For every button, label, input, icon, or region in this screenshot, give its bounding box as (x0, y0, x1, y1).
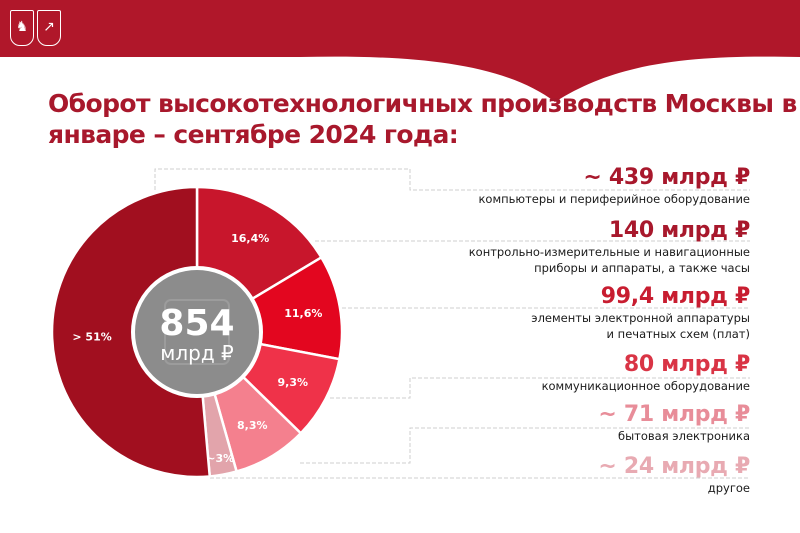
legend-value: ~ 439 млрд ₽ (583, 165, 750, 190)
legend-value: ~ 71 млрд ₽ (598, 402, 750, 427)
statistics-logo: ↗ (37, 10, 61, 46)
legend-value: ~ 24 млрд ₽ (598, 454, 750, 479)
slice-label: 8,3% (237, 419, 268, 432)
page-title: Оборот высокотехнологичных производств М… (48, 89, 797, 149)
center-value: 854 (159, 303, 234, 344)
legend-category: бытовая электроника (617, 429, 750, 443)
slice-label: 11,6% (284, 307, 322, 320)
slice-label: 16,4% (231, 232, 269, 245)
legend-item: 140 млрд ₽ контрольно-измерительные и нав… (468, 218, 751, 276)
connector-lines (154, 168, 750, 479)
legend-category: коммуникационное оборудование (541, 379, 750, 393)
legend-item: ~ 71 млрд ₽ бытовая электроника (598, 402, 750, 444)
legend-category: элементы электронной аппаратуры и печатн… (531, 311, 750, 341)
legend-value: 140 млрд ₽ (608, 218, 750, 243)
chip-icon (164, 299, 230, 365)
moscow-coat-of-arms-logo: ♞ (10, 10, 34, 46)
center-unit: млрд ₽ (160, 341, 234, 365)
slice-label: 9,3% (278, 376, 309, 389)
legend-value: 99,4 млрд ₽ (600, 284, 751, 309)
pie-slice (50, 185, 212, 479)
slice-label: > 51% (72, 331, 111, 344)
legend-value: 80 млрд ₽ (623, 352, 750, 377)
legend-item: ~ 439 млрд ₽ компьютеры и периферийное об… (478, 165, 750, 207)
legend-item: ~ 24 млрд ₽ другое (598, 454, 750, 496)
center-circle (131, 266, 263, 398)
legend-item: 99,4 млрд ₽ элементы электронной аппарату… (531, 284, 750, 342)
slice-label: ~3% (206, 452, 234, 465)
legend-category: компьютеры и периферийное оборудование (478, 192, 750, 206)
legend-category: контрольно-измерительные и навигационные… (468, 245, 750, 275)
legend-category: другое (707, 481, 750, 495)
legend-item: 80 млрд ₽ коммуникационное оборудование (541, 352, 751, 394)
